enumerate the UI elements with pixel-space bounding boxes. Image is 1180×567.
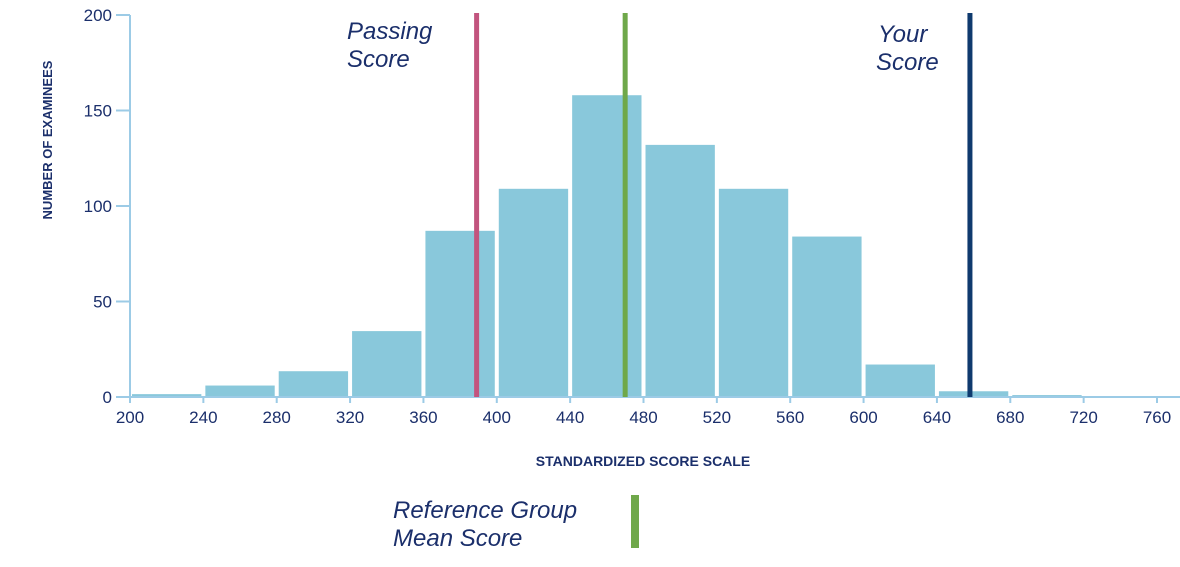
- x-tick-label: 240: [189, 408, 217, 427]
- histogram-bar: [205, 385, 275, 397]
- y-tick-label: 50: [93, 293, 112, 312]
- your-score-label: Score: [876, 49, 939, 76]
- reference-line: [474, 13, 480, 397]
- histogram-bar: [938, 391, 1009, 397]
- histogram-bar: [718, 188, 789, 397]
- y-tick-label: 0: [103, 388, 112, 407]
- x-tick-label: 600: [849, 408, 877, 427]
- x-tick-label: 640: [923, 408, 951, 427]
- reference-mean-legend-swatch: [631, 495, 639, 548]
- passing-score-label: Score: [347, 46, 410, 73]
- y-tick-label: 100: [84, 197, 112, 216]
- histogram-bar: [498, 188, 569, 397]
- y-tick-label: 200: [84, 6, 112, 25]
- x-tick-label: 400: [483, 408, 511, 427]
- histogram-bar: [352, 331, 422, 397]
- x-tick-label: 280: [263, 408, 291, 427]
- x-axis-label: STANDARDIZED SCORE SCALE: [536, 453, 750, 469]
- x-tick-label: 680: [996, 408, 1024, 427]
- reference-mean-label: Mean Score: [393, 525, 522, 552]
- x-tick-label: 200: [116, 408, 144, 427]
- histogram-bar: [132, 394, 202, 397]
- reference-line: [622, 13, 628, 397]
- your-score-label: Your: [878, 21, 928, 48]
- histogram-bar: [645, 144, 715, 397]
- y-axis-label: NUMBER OF EXAMINEES: [40, 60, 55, 219]
- histogram-bar: [865, 364, 935, 397]
- x-tick-label: 720: [1069, 408, 1097, 427]
- histogram-bar: [425, 230, 495, 397]
- reference-mean-label: Reference Group: [393, 497, 577, 524]
- reference-line: [967, 13, 973, 397]
- histogram-bar: [792, 236, 862, 397]
- x-tick-label: 320: [336, 408, 364, 427]
- x-tick-label: 360: [409, 408, 437, 427]
- histogram-bar: [278, 371, 349, 397]
- x-tick-label: 760: [1143, 408, 1171, 427]
- y-tick-label: 150: [84, 102, 112, 121]
- x-tick-label: 560: [776, 408, 804, 427]
- passing-score-label: Passing: [347, 18, 433, 45]
- histogram-bar: [572, 95, 642, 397]
- x-tick-label: 520: [703, 408, 731, 427]
- x-tick-label: 480: [629, 408, 657, 427]
- x-tick-label: 440: [556, 408, 584, 427]
